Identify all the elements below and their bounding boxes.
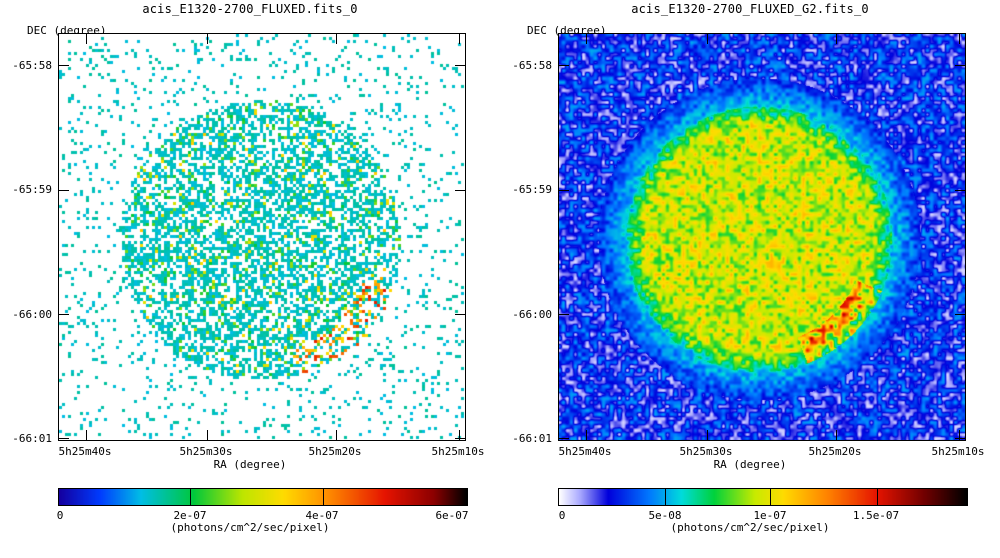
colorbar-tick <box>323 489 324 505</box>
colorbar-units: (photons/cm^2/sec/pixel) <box>670 521 830 534</box>
axis-tick <box>707 34 708 44</box>
y-tick-label: -66:01 <box>512 432 552 445</box>
axis-tick <box>955 438 965 439</box>
fits-image-smoothed <box>559 34 965 440</box>
axis-tick <box>59 314 69 315</box>
x-tick-label: 5h25m20s <box>808 445 862 458</box>
axis-tick <box>59 65 69 66</box>
y-tick-label: -65:58 <box>512 59 552 72</box>
colorbar-units: (photons/cm^2/sec/pixel) <box>170 521 330 534</box>
axis-tick <box>459 34 460 44</box>
axis-tick <box>455 314 465 315</box>
axis-tick <box>207 430 208 440</box>
axis-tick <box>207 34 208 44</box>
colorbar-label: 0 <box>558 509 566 522</box>
x-axis-label: RA (degree) <box>213 458 287 471</box>
axis-tick <box>707 430 708 440</box>
x-tick-label: 5h25m40s <box>558 445 612 458</box>
axis-tick <box>559 314 569 315</box>
colorbar-gradient <box>559 489 967 505</box>
axis-tick <box>559 438 569 439</box>
axis-tick <box>959 430 960 440</box>
axis-tick <box>586 430 587 440</box>
colorbar-label: 5e-08 <box>648 509 682 522</box>
x-tick-label: 5h25m40s <box>58 445 112 458</box>
y-tick-label: -66:00 <box>12 308 52 321</box>
colorbar-tick <box>665 489 666 505</box>
colorbar-tick <box>190 489 191 505</box>
colorbar-label: 0 <box>56 509 64 522</box>
axis-tick <box>586 34 587 44</box>
y-tick-label: -65:59 <box>12 183 52 196</box>
colorbar <box>58 488 468 506</box>
image-plot[interactable] <box>558 33 966 441</box>
axis-tick <box>836 430 837 440</box>
axis-tick <box>955 314 965 315</box>
colorbar-gradient <box>59 489 467 505</box>
left-panel: acis_E1320-2700_FLUXED.fits_0 DEC (degre… <box>12 2 485 534</box>
panel-title: acis_E1320-2700_FLUXED.fits_0 <box>142 2 358 16</box>
colorbar-label: 4e-07 <box>305 509 339 522</box>
axis-tick <box>955 65 965 66</box>
axis-tick <box>459 430 460 440</box>
image-plot[interactable] <box>58 33 466 441</box>
y-tick-label: -65:58 <box>12 59 52 72</box>
axis-tick <box>559 190 569 191</box>
axis-tick <box>959 34 960 44</box>
axis-tick <box>86 34 87 44</box>
colorbar-label: 1e-07 <box>753 509 787 522</box>
colorbar-tick <box>770 489 771 505</box>
x-tick-label: 5h25m10s <box>431 445 485 458</box>
colorbar-label: 6e-07 <box>435 509 469 522</box>
axis-tick <box>559 65 569 66</box>
colorbar-label: 2e-07 <box>173 509 207 522</box>
colorbar-label: 1.5e-07 <box>852 509 900 522</box>
y-tick-label: -66:00 <box>512 308 552 321</box>
y-tick-label: -65:59 <box>512 183 552 196</box>
x-tick-label: 5h25m30s <box>179 445 233 458</box>
axis-tick <box>59 190 69 191</box>
axis-tick <box>455 438 465 439</box>
colorbar <box>558 488 968 506</box>
right-panel: acis_E1320-2700_FLUXED_G2.fits_0 DEC (de… <box>500 0 1000 558</box>
axis-tick <box>455 190 465 191</box>
x-axis-label: RA (degree) <box>713 458 787 471</box>
colorbar-tick <box>877 489 878 505</box>
axis-tick <box>836 34 837 44</box>
axis-tick <box>86 430 87 440</box>
fits-image-raw <box>59 34 465 440</box>
axis-tick <box>59 438 69 439</box>
axis-tick <box>455 65 465 66</box>
x-tick-label: 5h25m20s <box>308 445 362 458</box>
panel-title: acis_E1320-2700_FLUXED_G2.fits_0 <box>631 2 869 16</box>
axis-tick <box>336 34 337 44</box>
x-tick-label: 5h25m30s <box>679 445 733 458</box>
axis-tick <box>336 430 337 440</box>
x-tick-label: 5h25m10s <box>931 445 985 458</box>
axis-tick <box>955 190 965 191</box>
y-tick-label: -66:01 <box>12 432 52 445</box>
